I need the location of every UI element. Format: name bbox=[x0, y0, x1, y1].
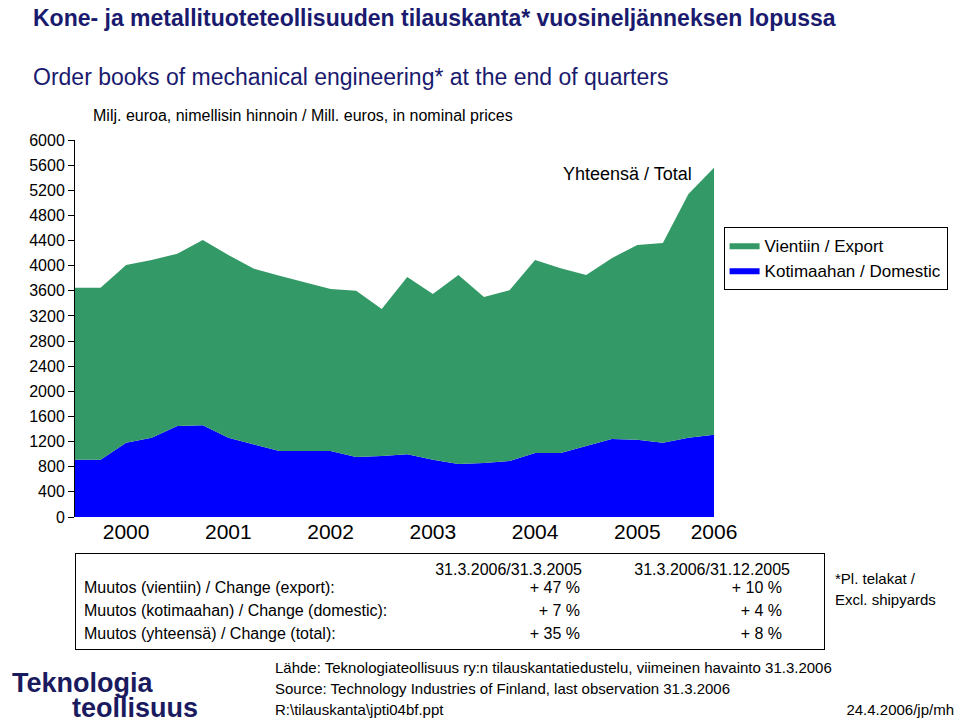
html-text:+ 8 %: + 8 % bbox=[740, 625, 782, 642]
svg-text:2800: 2800 bbox=[29, 333, 65, 350]
html-text:+ 35 %: + 35 % bbox=[529, 625, 580, 642]
html-text:Teknologia: Teknologia bbox=[12, 668, 153, 698]
svg-text:2000: 2000 bbox=[29, 383, 65, 400]
svg-text:2005: 2005 bbox=[614, 520, 661, 543]
svg-text:0: 0 bbox=[56, 509, 65, 526]
html-text:Kone- ja metallituoteteollisuu: Kone- ja metallituoteteollisuuden tilaus… bbox=[33, 5, 836, 31]
svg-text:2000: 2000 bbox=[103, 520, 150, 543]
svg-text:2001: 2001 bbox=[205, 520, 252, 543]
svg-text:1600: 1600 bbox=[29, 408, 65, 425]
html-text:Muutos (kotimaahan) / Change (: Muutos (kotimaahan) / Change (domestic): bbox=[84, 602, 388, 619]
html-text:*Pl. telakat /: *Pl. telakat / bbox=[835, 570, 915, 587]
svg-text:4800: 4800 bbox=[29, 207, 65, 224]
svg-text:4000: 4000 bbox=[29, 257, 65, 274]
svg-text:2400: 2400 bbox=[29, 358, 65, 375]
html-text:Order books of mechanical engi: Order books of mechanical engineering* a… bbox=[33, 64, 669, 90]
svg-text:2004: 2004 bbox=[512, 520, 559, 543]
html-text:31.3.2006/31.3.2005: 31.3.2006/31.3.2005 bbox=[435, 561, 582, 578]
svg-text:4400: 4400 bbox=[29, 232, 65, 249]
svg-text:3200: 3200 bbox=[29, 308, 65, 325]
html-text:Excl. shipyards: Excl. shipyards bbox=[835, 591, 936, 608]
svg-text:2002: 2002 bbox=[307, 520, 354, 543]
html-text:+ 7 %: + 7 % bbox=[538, 602, 580, 619]
svg-text:6000: 6000 bbox=[29, 132, 65, 149]
html-text:+ 4 %: + 4 % bbox=[740, 602, 782, 619]
html-text:+ 10 %: + 10 % bbox=[731, 579, 782, 596]
svg-text:1200: 1200 bbox=[29, 433, 65, 450]
svg-text:3600: 3600 bbox=[29, 282, 65, 299]
html-text:Muutos (vientiin) / Change (ex: Muutos (vientiin) / Change (export): bbox=[84, 579, 335, 596]
html-text:24.4.2006/jp/mh: 24.4.2006/jp/mh bbox=[846, 701, 954, 718]
html-text:Muutos (yhteensä) / Change (to: Muutos (yhteensä) / Change (total): bbox=[84, 625, 336, 642]
html-text:+ 47 %: + 47 % bbox=[529, 579, 580, 596]
html-text:R:\tilauskanta\jpti04bf.ppt: R:\tilauskanta\jpti04bf.ppt bbox=[275, 701, 444, 718]
html-text:Source: Technology Industries: Source: Technology Industries of Finland… bbox=[275, 680, 730, 697]
html-text:Yhteensä / Total: Yhteensä / Total bbox=[563, 164, 692, 184]
html-text:Lähde: Teknologiateollisuus ry: Lähde: Teknologiateollisuus ry:n tilausk… bbox=[275, 659, 832, 676]
svg-text:2003: 2003 bbox=[409, 520, 456, 543]
svg-text:400: 400 bbox=[38, 483, 65, 500]
svg-text:5200: 5200 bbox=[29, 182, 65, 199]
html-text:Milj. euroa, nimellisin hinnoi: Milj. euroa, nimellisin hinnoin / Mill. … bbox=[93, 107, 513, 124]
svg-text:2006: 2006 bbox=[691, 520, 738, 543]
svg-text:800: 800 bbox=[38, 458, 65, 475]
svg-text:5600: 5600 bbox=[29, 157, 65, 174]
svg-text:Kotimaahan / Domestic: Kotimaahan / Domestic bbox=[765, 262, 941, 281]
svg-text:Vientiin / Export: Vientiin / Export bbox=[765, 237, 884, 256]
html-text:teollisuus: teollisuus bbox=[72, 693, 198, 723]
html-text:31.3.2006/31.12.2005: 31.3.2006/31.12.2005 bbox=[634, 561, 790, 578]
